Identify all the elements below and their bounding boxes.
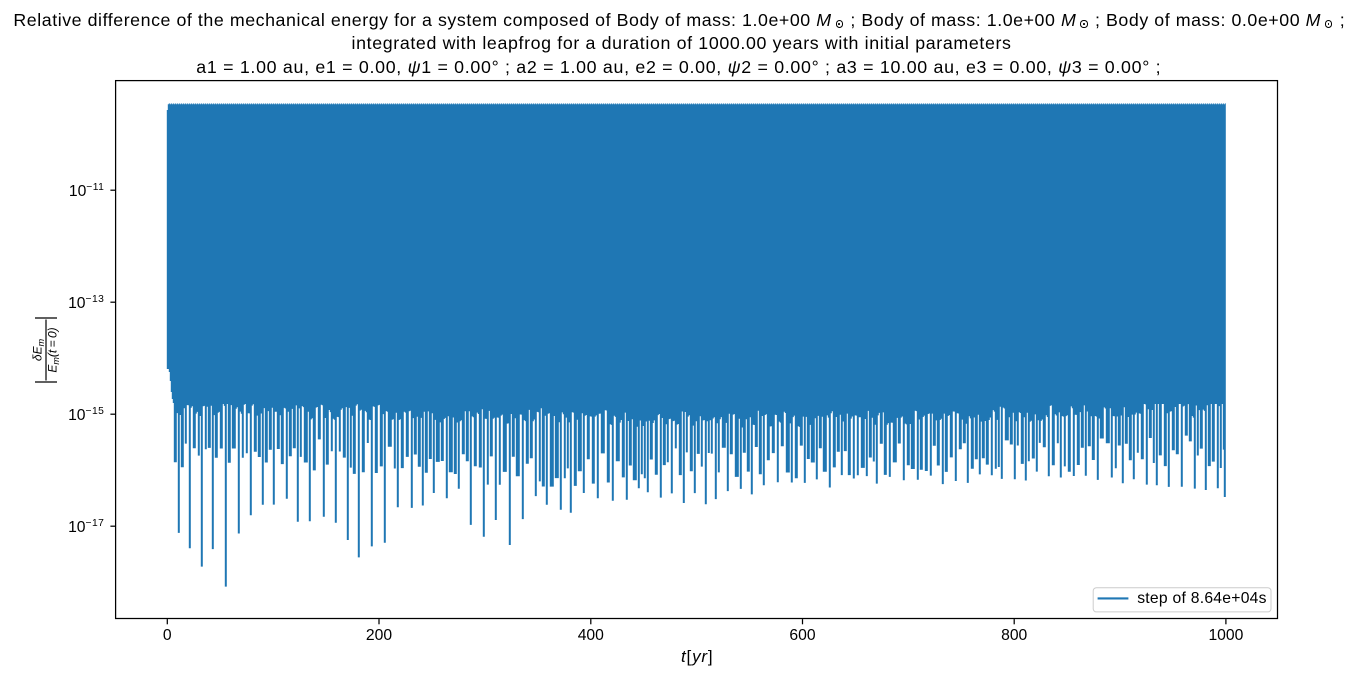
svg-text:Em(t = 0): Em(t = 0) xyxy=(46,327,62,372)
svg-text:δEm: δEm xyxy=(31,338,47,361)
